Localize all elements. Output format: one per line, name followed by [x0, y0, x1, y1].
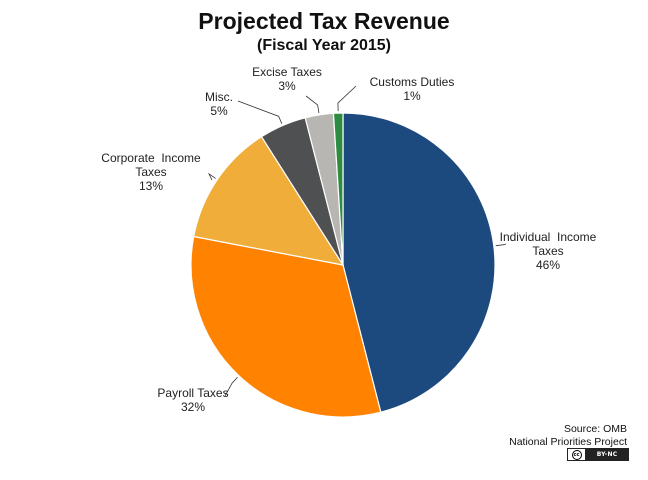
leader-line — [207, 172, 216, 181]
pie-slice-individual-income-taxes — [342, 112, 496, 413]
slice-label: Individual Income Taxes 46% — [500, 230, 597, 272]
leader-line — [337, 85, 357, 112]
chart-subtitle: (Fiscal Year 2015) — [256, 37, 392, 54]
leader-line — [237, 100, 283, 124]
chart-title: Projected Tax Revenue — [198, 8, 450, 34]
source-line: Source: OMB — [563, 423, 627, 435]
slice-label: Corporate Income Taxes 13% — [101, 151, 201, 193]
license-terms: BY-NC — [586, 449, 628, 460]
cc-icon: cc — [568, 449, 586, 460]
pie-slice-customs-duties — [332, 112, 344, 266]
slice-label: Payroll Taxes 32% — [157, 386, 228, 414]
pie-slice-payroll-taxes — [190, 235, 382, 418]
leader-line — [495, 243, 507, 247]
source-note: Source: OMB National Priorities Project — [509, 423, 627, 449]
slice-label: Excise Taxes 3% — [252, 65, 322, 93]
cc-license-badge: cc BY-NC — [567, 448, 629, 461]
slice-label: Misc. 5% — [205, 90, 233, 118]
leader-line — [224, 376, 238, 397]
slice-label: Customs Duties 1% — [370, 75, 455, 103]
pie-slice-corporate-income-taxes — [192, 135, 345, 266]
leader-line — [305, 95, 320, 113]
source-organization: National Priorities Project — [509, 436, 627, 448]
